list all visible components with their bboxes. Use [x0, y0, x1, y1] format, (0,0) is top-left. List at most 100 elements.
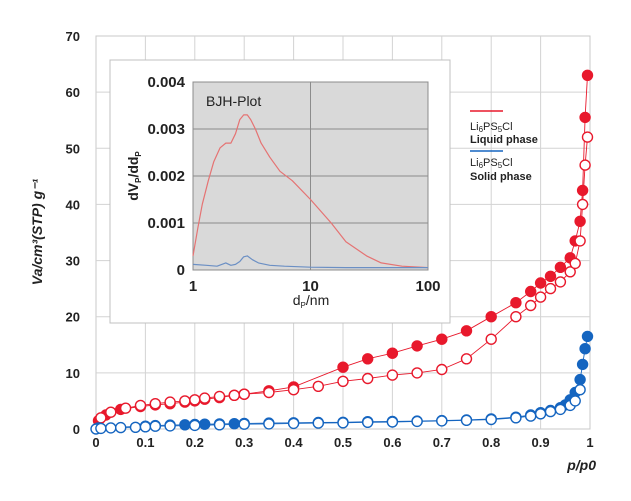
series-0-point [337, 361, 349, 373]
series-1-point [189, 394, 201, 406]
series-1-point [576, 198, 589, 211]
series-3-point [569, 395, 581, 407]
series-0-point [534, 277, 547, 289]
series-1-point [134, 399, 147, 412]
series-3-point [164, 420, 176, 432]
series-3-point [485, 413, 497, 426]
inset-x-tick-labels: 1 10 100 [189, 278, 441, 295]
series-1-point [228, 389, 241, 401]
series-1-point [213, 390, 226, 403]
series-2-point [576, 358, 589, 371]
series-3-point [460, 414, 473, 426]
series-3-point [95, 422, 107, 435]
series-3-point [213, 419, 226, 431]
series-0-point [579, 111, 591, 124]
series-1-point [362, 372, 374, 385]
series-0-point [386, 347, 399, 359]
series-3-point [149, 420, 162, 432]
series-1-point [569, 257, 581, 270]
main-y-tick-label: 60 [66, 85, 80, 100]
inset-series [192, 114, 429, 269]
series-1-point [534, 291, 547, 303]
series-0-point [436, 333, 448, 345]
main-series [90, 69, 594, 435]
series-1-point [436, 363, 448, 376]
inset-y-tick-labels: 0 0.001 0.002 0.003 0.004 [147, 74, 185, 279]
series-1-point [485, 333, 497, 345]
series-1-point [460, 353, 473, 365]
series-1-point [564, 266, 576, 278]
series-3-point [312, 417, 324, 429]
legend-formula-solid: Li6PS5Cl [470, 157, 513, 170]
main-y-tick-label: 20 [66, 310, 80, 325]
series-0-point [554, 261, 567, 273]
series-0-point [544, 270, 557, 282]
legend-label-solid: Solid phase [470, 171, 532, 183]
main-y-tick-label: 10 [66, 366, 80, 381]
series-3-point [554, 403, 567, 416]
series-1-point [581, 131, 594, 143]
main-x-tick-label: 0.2 [186, 435, 204, 450]
series-3-point [510, 412, 522, 424]
series-1-point [198, 392, 211, 404]
series-0-point [460, 325, 473, 337]
series-1-point [105, 406, 117, 418]
series-3-point [337, 417, 349, 429]
series-3-point [574, 384, 586, 396]
series-1-point [312, 380, 324, 392]
series-2-point [581, 330, 594, 343]
series-2-point [179, 419, 191, 431]
main-y-tick-label: 50 [66, 141, 80, 156]
main-x-tick-label: 0.9 [532, 435, 550, 450]
main-x-tick-label: 0.6 [383, 435, 401, 450]
series-0-point [510, 297, 522, 309]
main-x-tick-label: 0.7 [433, 435, 451, 450]
y-axis-label: Va/cm³(STP) g⁻¹ [29, 178, 45, 285]
inset-y-tick-label: 0.001 [147, 215, 185, 232]
series-1-point [238, 388, 250, 400]
main-x-tick-label: 0.8 [482, 435, 500, 450]
series-0-point [574, 215, 586, 228]
main-y-tick-labels: 0 10 20 30 40 50 60 70 [66, 29, 80, 437]
main-y-tick-label: 70 [66, 29, 80, 44]
series-2-point [228, 418, 241, 430]
series-3-point [534, 408, 547, 420]
series-1-point [179, 395, 191, 407]
series-3-point [287, 417, 300, 430]
inset-x-axis-label: dP/nm [293, 292, 329, 310]
series-2-point [198, 418, 211, 430]
series-1-point [287, 384, 300, 396]
series-0-point [581, 69, 594, 82]
series-1-point [337, 375, 349, 387]
inset-grid [193, 82, 428, 270]
inset-series-0-line [192, 114, 429, 269]
series-3-point [544, 405, 557, 418]
series-1-point [119, 402, 132, 414]
main-x-tick-label: 0.1 [136, 435, 154, 450]
series-1-point [579, 159, 591, 171]
main-x-tick-labels: 0 0.1 0.2 0.3 0.4 0.5 0.6 0.7 0.8 0.9 1 [92, 435, 593, 450]
series-1-point [525, 299, 537, 312]
inset-y-tick-label: 0.003 [147, 121, 185, 138]
series-0-point [362, 353, 374, 365]
series-3-point [525, 410, 537, 422]
main-x-tick-label: 1 [586, 435, 593, 450]
series-1-point [411, 367, 423, 379]
series-3-point [105, 422, 117, 434]
series-1-point [95, 412, 107, 424]
legend-label-liquid: Liquid phase [470, 134, 538, 146]
legend: Li6PS5Cl Liquid phase Li6PS5Cl Solid pha… [470, 110, 538, 183]
series-1-point [510, 311, 522, 323]
main-x-tick-label: 0 [92, 435, 99, 450]
legend-formula-liquid: Li6PS5Cl [470, 121, 513, 134]
main-y-tick-label: 40 [66, 197, 80, 212]
series-3-point [386, 416, 399, 428]
main-y-tick-label: 0 [73, 422, 80, 437]
main-y-tick-label: 30 [66, 254, 80, 269]
series-0-point [411, 340, 423, 352]
series-3-point [238, 418, 250, 430]
series-0-point [485, 311, 497, 323]
series-2-point [574, 373, 586, 386]
series-3-point [411, 415, 423, 428]
